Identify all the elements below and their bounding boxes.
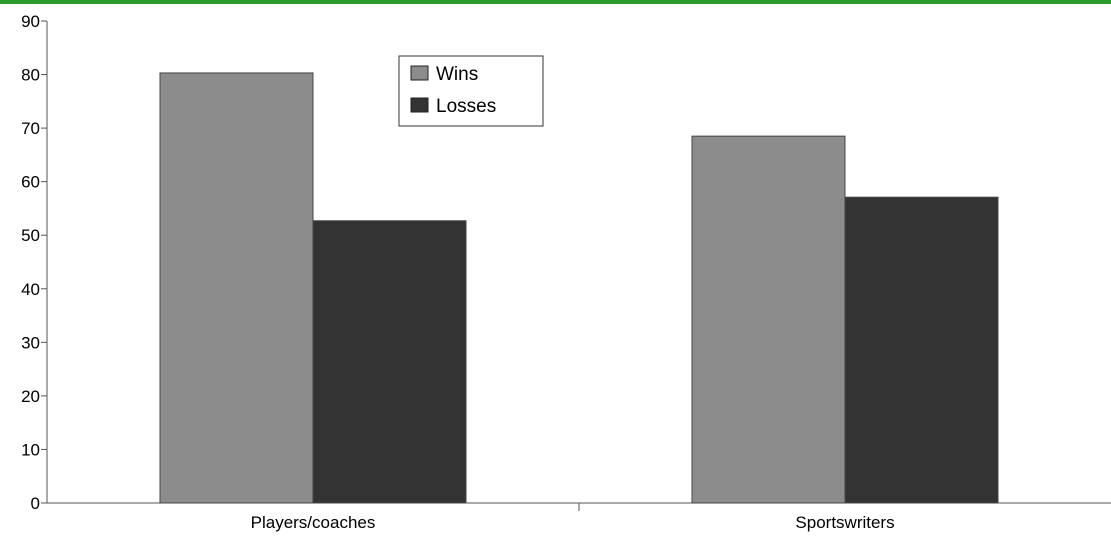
y-tick-label: 10 — [21, 440, 40, 459]
y-tick-label: 20 — [21, 387, 40, 406]
bar-losses-1 — [312, 220, 467, 504]
x-category-label: Sportswriters — [795, 513, 894, 532]
bar-losses-2 — [844, 196, 999, 504]
y-tick-label: 30 — [21, 333, 40, 352]
bar-wins-1 — [159, 72, 314, 504]
y-tick-label: 90 — [21, 12, 40, 31]
legend-label-losses: Losses — [436, 96, 496, 117]
y-tick-label: 50 — [21, 226, 40, 245]
y-tick-label: 0 — [31, 494, 40, 513]
y-tick-label: 70 — [21, 119, 40, 138]
x-category-label: Players/coaches — [251, 513, 376, 532]
legend-swatch-wins — [410, 65, 429, 81]
y-tick-label: 40 — [21, 280, 40, 299]
y-tick-label: 80 — [21, 66, 40, 85]
y-tick-label: 60 — [21, 173, 40, 192]
bar-wins-2 — [691, 135, 846, 504]
legend-swatch-losses — [410, 97, 429, 113]
top-border — [0, 0, 1111, 4]
legend-label-wins: Wins — [436, 64, 478, 85]
